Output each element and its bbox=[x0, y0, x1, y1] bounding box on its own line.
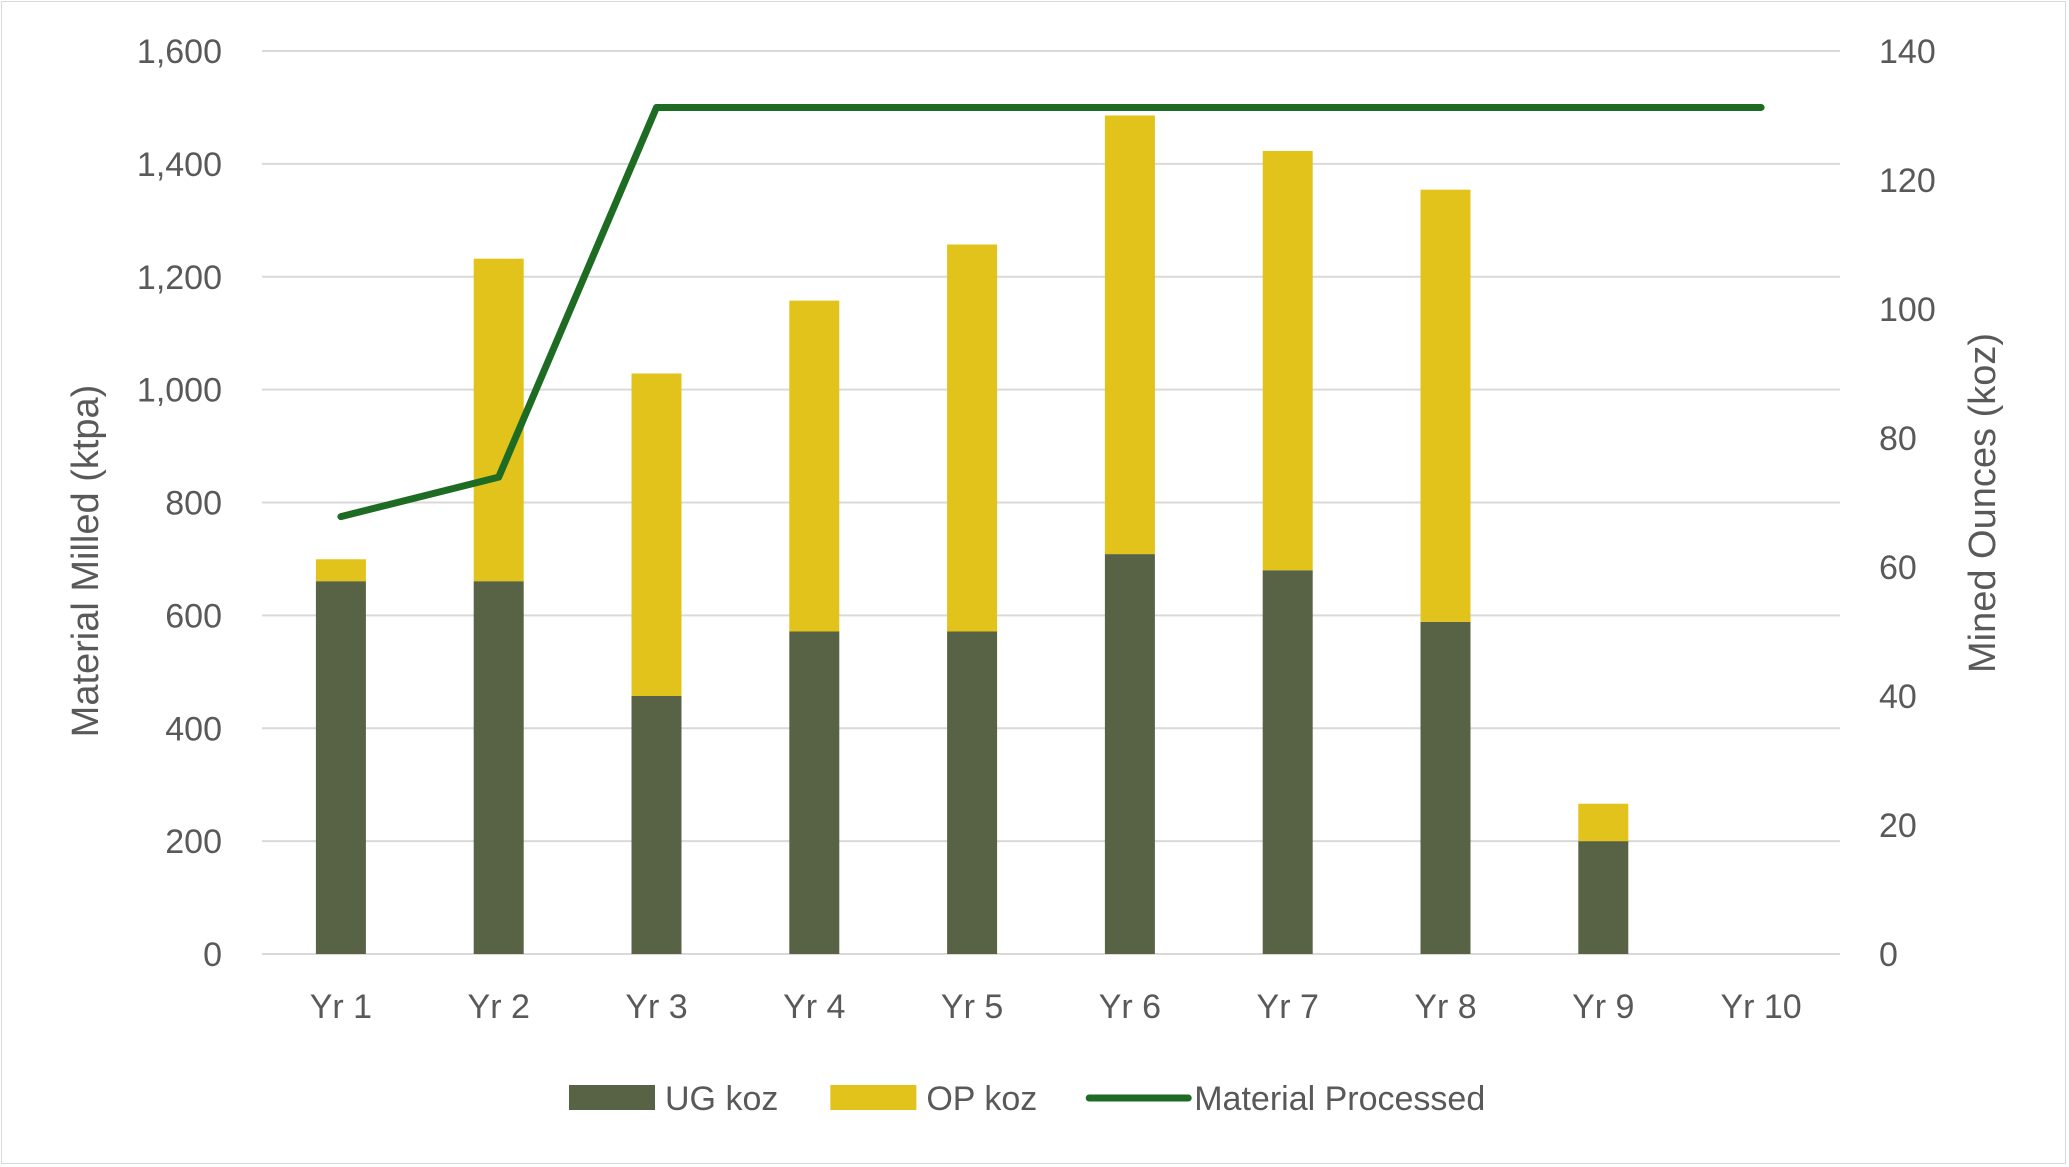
legend-swatch bbox=[569, 1085, 655, 1110]
x-tick-label: Yr 3 bbox=[625, 988, 687, 1026]
left-tick-label: 600 bbox=[165, 597, 222, 635]
right-tick-label: 40 bbox=[1879, 678, 1917, 716]
bar-op-koz bbox=[947, 244, 998, 632]
gridlines bbox=[262, 50, 1840, 955]
x-tick-label: Yr 4 bbox=[783, 988, 845, 1026]
x-tick-label: Yr 6 bbox=[1099, 988, 1161, 1026]
bar-ug-koz bbox=[1104, 554, 1155, 954]
bar-ug-koz bbox=[789, 631, 840, 954]
x-tick-label: Yr 7 bbox=[1257, 988, 1319, 1026]
right-axis-ticks: 0 20 40 60 80 100 120 140 bbox=[1879, 33, 1936, 974]
left-tick-label: 200 bbox=[165, 823, 222, 861]
right-tick-label: 120 bbox=[1879, 162, 1936, 200]
right-tick-label: 80 bbox=[1879, 420, 1917, 458]
bar-ug-koz bbox=[1420, 621, 1471, 954]
legend-label: UG koz bbox=[665, 1080, 778, 1118]
x-tick-label: Yr 2 bbox=[468, 988, 530, 1026]
bar-ug-koz bbox=[315, 581, 366, 954]
x-tick-label: Yr 5 bbox=[941, 988, 1003, 1026]
x-tick-label: Yr 10 bbox=[1720, 988, 1801, 1026]
bar-ug-koz bbox=[631, 696, 682, 954]
left-tick-label: 0 bbox=[203, 936, 222, 974]
left-tick-label: 1,400 bbox=[137, 146, 222, 184]
bar-op-koz bbox=[315, 559, 366, 582]
left-tick-label: 1,000 bbox=[137, 372, 222, 410]
left-tick-label: 400 bbox=[165, 710, 222, 748]
bar-op-koz bbox=[1262, 150, 1313, 571]
x-tick-label: Yr 1 bbox=[310, 988, 372, 1026]
bar-op-koz bbox=[631, 373, 682, 696]
legend-swatch bbox=[830, 1085, 917, 1110]
legend: UG koz OP koz Material Processed bbox=[569, 1080, 1485, 1118]
x-tick-label: Yr 8 bbox=[1414, 988, 1476, 1026]
left-tick-label: 800 bbox=[165, 485, 222, 523]
bars bbox=[315, 115, 1629, 954]
right-tick-label: 0 bbox=[1879, 936, 1898, 974]
x-tick-label: Yr 9 bbox=[1572, 988, 1634, 1026]
bar-op-koz bbox=[1104, 115, 1155, 555]
bar-ug-koz bbox=[947, 631, 998, 954]
legend-label: OP koz bbox=[926, 1080, 1037, 1118]
legend-label: Material Processed bbox=[1194, 1080, 1485, 1118]
bar-ug-koz bbox=[473, 581, 524, 954]
left-tick-label: 1,200 bbox=[137, 259, 222, 297]
bar-op-koz bbox=[1578, 803, 1629, 842]
line-series bbox=[337, 103, 1765, 521]
bar-ug-koz bbox=[1578, 841, 1629, 954]
bar-ug-koz bbox=[1262, 570, 1313, 954]
line-material-processed bbox=[337, 103, 1765, 521]
left-axis-ticks: 0 200 400 600 800 1,000 1,200 1,400 1,600 bbox=[137, 33, 222, 974]
bar-op-koz bbox=[473, 258, 524, 582]
bar-op-koz bbox=[1420, 189, 1471, 622]
right-tick-label: 60 bbox=[1879, 549, 1917, 587]
right-tick-label: 20 bbox=[1879, 807, 1917, 845]
x-axis-ticks: Yr 1 Yr 2 Yr 3 Yr 4 Yr 5 Yr 6 Yr 7 Yr 8 Yr 9 Yr 1… bbox=[310, 988, 1802, 1026]
right-tick-label: 140 bbox=[1879, 33, 1936, 71]
left-tick-label: 1,600 bbox=[137, 33, 222, 71]
right-tick-label: 100 bbox=[1879, 291, 1936, 329]
left-axis-title: Material Milled (ktpa) bbox=[65, 385, 107, 738]
right-axis-title: Mined Ounces (koz) bbox=[1962, 333, 2004, 673]
bar-op-koz bbox=[789, 300, 840, 632]
